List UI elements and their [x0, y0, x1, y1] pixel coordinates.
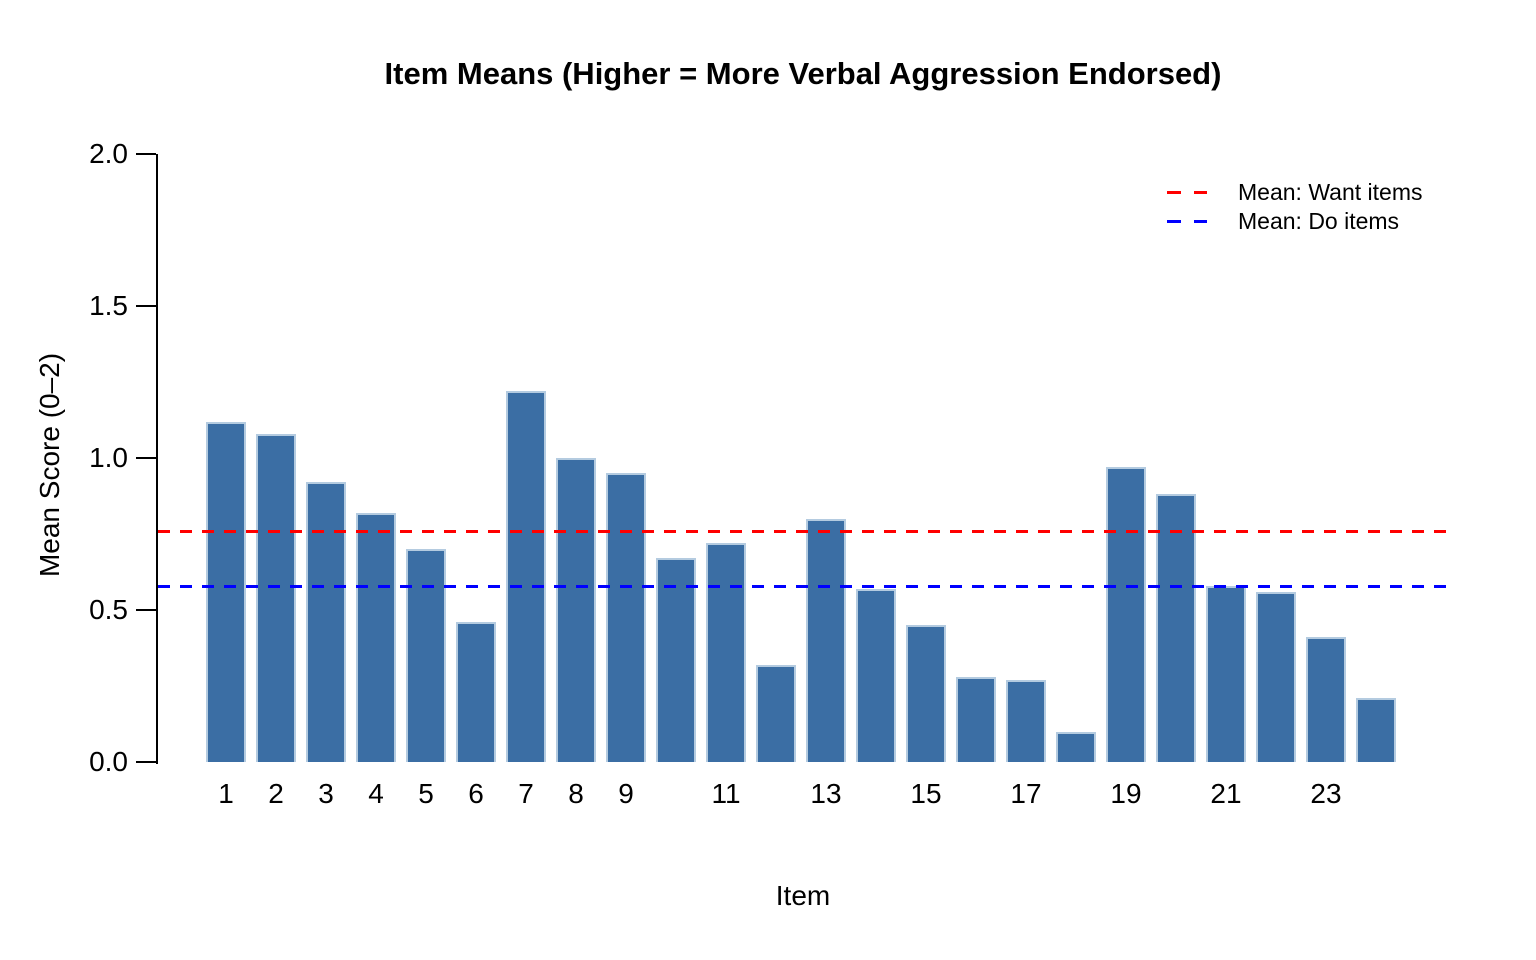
y-tick-mark: [136, 761, 156, 763]
bar-item-22: [1256, 591, 1296, 762]
x-tick-label-21: 21: [1210, 778, 1242, 809]
reference-line-do: [158, 584, 1448, 588]
bar-item-15: [906, 625, 946, 762]
y-tick-mark: [136, 609, 156, 611]
y-tick-label: 1.5: [89, 290, 128, 321]
bar-item-24: [1356, 698, 1396, 762]
y-tick-mark: [136, 305, 156, 307]
reference-line-want: [158, 529, 1448, 533]
bar-item-7: [506, 391, 546, 762]
legend-row-do: Mean: Do items: [1167, 207, 1422, 236]
bar-item-13: [806, 518, 846, 762]
y-tick-mark: [136, 457, 156, 459]
bar-item-6: [456, 622, 496, 762]
y-tick-mark: [136, 153, 156, 155]
bar-item-3: [306, 482, 346, 762]
x-tick-label-5: 5: [418, 778, 434, 809]
bar-item-8: [556, 458, 596, 762]
bar-item-19: [1106, 467, 1146, 762]
bar-item-2: [256, 433, 296, 762]
legend: Mean: Want items Mean: Do items: [1167, 178, 1422, 236]
x-tick-label-15: 15: [910, 778, 942, 809]
y-axis-line: [156, 154, 158, 764]
bar-item-17: [1006, 679, 1046, 762]
bar-item-1: [206, 421, 246, 762]
x-tick-label-4: 4: [368, 778, 384, 809]
bar-item-18: [1056, 731, 1096, 762]
bar-item-11: [706, 543, 746, 762]
y-tick-label: 2.0: [89, 138, 128, 169]
bar-item-12: [756, 664, 796, 762]
x-tick-label-11: 11: [711, 778, 741, 809]
x-tick-label-6: 6: [468, 778, 484, 809]
x-tick-label-9: 9: [618, 778, 634, 809]
legend-row-want: Mean: Want items: [1167, 178, 1422, 207]
chart-title: Item Means (Higher = More Verbal Aggress…: [384, 56, 1222, 91]
x-tick-label-7: 7: [518, 778, 534, 809]
y-tick-label: 0.5: [89, 594, 128, 625]
plot-area: 0.0 0.5 1.0 1.5 2.0 1 2 3 4 5 6 7 8 9 11 13 15 17 19 21 23: [89, 140, 1448, 809]
legend-label-do: Mean: Do items: [1238, 208, 1400, 234]
red-dashed-line-sample: [1167, 191, 1207, 194]
x-axis-title: Item: [775, 880, 831, 911]
x-tick-label-13: 13: [810, 778, 842, 809]
bar-item-23: [1306, 637, 1346, 762]
bar-item-14: [856, 588, 896, 762]
bar-item-21: [1206, 585, 1246, 762]
blue-dashed-line-sample: [1167, 220, 1207, 223]
x-tick-label-19: 19: [1110, 778, 1142, 809]
legend-label-want: Mean: Want items: [1238, 179, 1423, 205]
x-tick-label-2: 2: [268, 778, 284, 809]
y-tick-label: 1.0: [89, 442, 128, 473]
bar-item-5: [406, 549, 446, 762]
bar-item-9: [606, 473, 646, 762]
x-tick-label-8: 8: [568, 778, 584, 809]
bar-item-16: [956, 676, 996, 762]
x-tick-label-23: 23: [1310, 778, 1342, 809]
bar-item-10: [656, 558, 696, 762]
x-tick-label-1: 1: [218, 778, 234, 809]
x-tick-label-17: 17: [1010, 778, 1042, 809]
bar-item-20: [1156, 494, 1196, 762]
bar-item-4: [356, 512, 396, 762]
x-tick-label-3: 3: [318, 778, 334, 809]
y-tick-label: 0.0: [89, 746, 128, 777]
